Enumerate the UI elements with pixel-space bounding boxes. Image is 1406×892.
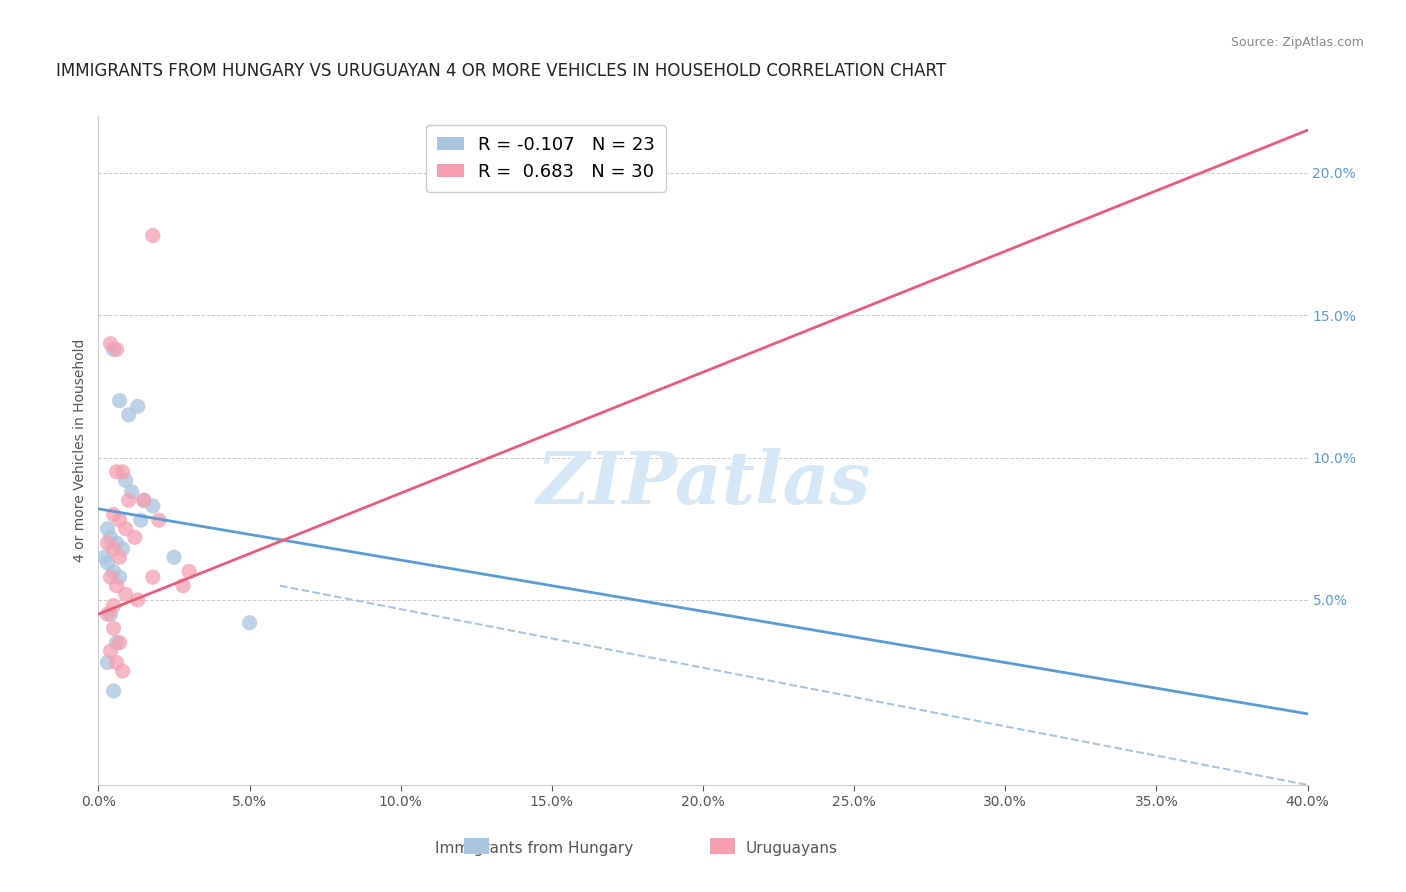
Uruguayans (105, 579, 128, 593)
Uruguayans (127, 593, 149, 607)
Uruguayans (100, 644, 122, 658)
Immigrants from Hungary (239, 615, 262, 630)
Uruguayans (111, 465, 134, 479)
Uruguayans (96, 607, 118, 622)
Immigrants from Hungary (105, 536, 128, 550)
Immigrants from Hungary (114, 474, 136, 488)
Immigrants from Hungary (96, 522, 118, 536)
Uruguayans (631, 152, 654, 166)
Uruguayans (124, 530, 146, 544)
Text: Immigrants from Hungary: Immigrants from Hungary (434, 841, 634, 856)
Immigrants from Hungary (100, 530, 122, 544)
Uruguayans (111, 664, 134, 678)
Uruguayans (142, 570, 165, 584)
Legend: R = -0.107   N = 23, R =  0.683   N = 30: R = -0.107 N = 23, R = 0.683 N = 30 (426, 125, 666, 192)
Immigrants from Hungary (100, 607, 122, 622)
Uruguayans (100, 570, 122, 584)
Immigrants from Hungary (105, 635, 128, 649)
Text: Source: ZipAtlas.com: Source: ZipAtlas.com (1230, 36, 1364, 49)
Immigrants from Hungary (108, 570, 131, 584)
Immigrants from Hungary (103, 343, 125, 357)
Text: ZIPatlas: ZIPatlas (536, 449, 870, 519)
Uruguayans (103, 621, 125, 635)
Uruguayans (105, 656, 128, 670)
Immigrants from Hungary (96, 656, 118, 670)
Immigrants from Hungary (108, 393, 131, 408)
Text: Uruguayans: Uruguayans (745, 841, 837, 856)
Uruguayans (179, 565, 201, 579)
Uruguayans (103, 508, 125, 522)
Uruguayans (105, 343, 128, 357)
Uruguayans (103, 599, 125, 613)
Uruguayans (132, 493, 155, 508)
Uruguayans (114, 522, 136, 536)
Immigrants from Hungary (142, 499, 165, 513)
Immigrants from Hungary (127, 400, 149, 414)
Uruguayans (108, 513, 131, 527)
Uruguayans (103, 541, 125, 556)
Uruguayans (148, 513, 170, 527)
Immigrants from Hungary (163, 550, 186, 565)
Y-axis label: 4 or more Vehicles in Household: 4 or more Vehicles in Household (73, 339, 87, 562)
Immigrants from Hungary (121, 484, 143, 499)
Immigrants from Hungary (132, 493, 155, 508)
Immigrants from Hungary (118, 408, 141, 422)
Immigrants from Hungary (111, 541, 134, 556)
Uruguayans (108, 550, 131, 565)
Uruguayans (96, 536, 118, 550)
Immigrants from Hungary (129, 513, 152, 527)
Uruguayans (142, 228, 165, 243)
Immigrants from Hungary (103, 565, 125, 579)
Uruguayans (172, 579, 194, 593)
Text: IMMIGRANTS FROM HUNGARY VS URUGUAYAN 4 OR MORE VEHICLES IN HOUSEHOLD CORRELATION: IMMIGRANTS FROM HUNGARY VS URUGUAYAN 4 O… (56, 62, 946, 80)
Uruguayans (100, 336, 122, 351)
Uruguayans (105, 465, 128, 479)
Immigrants from Hungary (93, 550, 115, 565)
Uruguayans (118, 493, 141, 508)
Uruguayans (108, 635, 131, 649)
Uruguayans (114, 587, 136, 601)
Immigrants from Hungary (96, 556, 118, 570)
Immigrants from Hungary (103, 684, 125, 698)
